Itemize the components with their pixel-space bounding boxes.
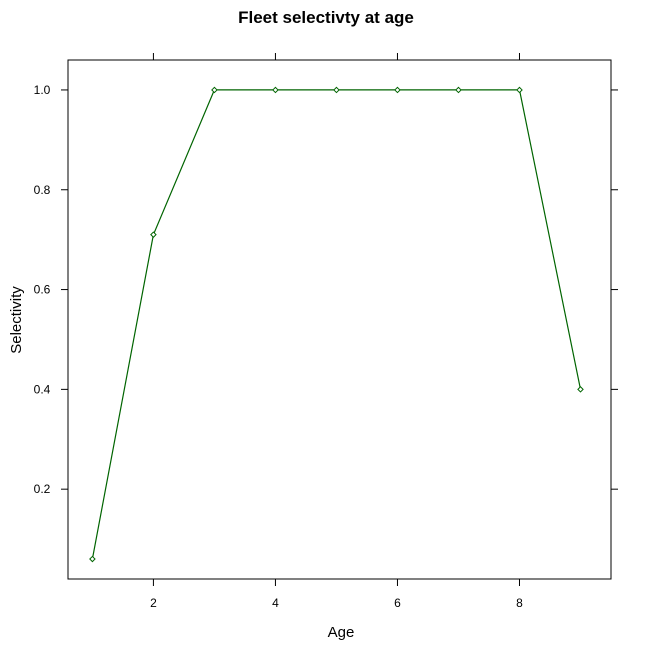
x-axis-ticks: 2 4 6 8 [150,53,523,610]
series-layer [89,86,584,563]
y-tick-label: 0.6 [34,283,51,297]
data-point [150,231,157,238]
chart-title: Fleet selectivty at age [238,8,414,27]
data-point [394,86,401,94]
data-point [577,386,584,393]
y-tick-label: 0.8 [34,183,51,197]
x-tick-label: 2 [150,596,157,610]
data-point [211,86,218,94]
x-axis-label: Age [328,624,355,641]
y-axis-label: Selectivity [8,286,25,354]
data-point [272,86,279,94]
data-point [455,86,462,94]
y-tick-label: 1.0 [34,83,51,97]
data-point [333,86,340,94]
plot-frame [67,59,612,580]
x-tick-label: 6 [394,596,401,610]
y-axis-ticks: 0.2 0.4 0.6 0.8 1.0 [34,83,618,496]
series-line [91,89,582,560]
data-point [89,555,96,563]
y-tick-label: 0.4 [34,382,51,396]
y-tick-label: 0.2 [34,482,51,496]
data-point [516,86,523,94]
x-tick-label: 4 [272,596,279,610]
x-tick-label: 8 [516,596,523,610]
